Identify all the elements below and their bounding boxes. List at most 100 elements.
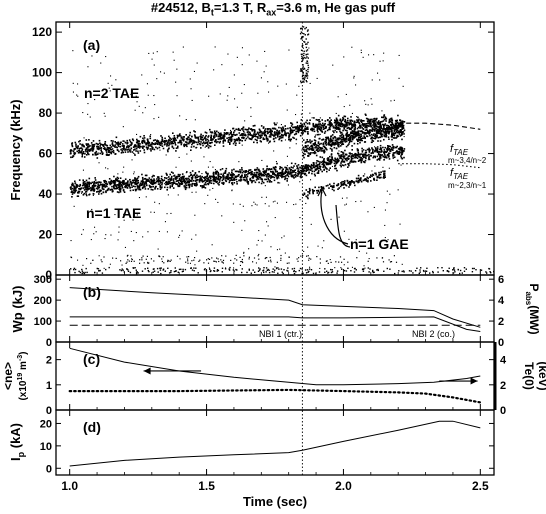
n1-tae-mark (214, 172, 217, 175)
n1-tae-mark (260, 172, 262, 174)
n1-tae-mark (357, 151, 360, 154)
n2-tae-mark (252, 125, 255, 127)
burst-mark (301, 27, 303, 29)
noise-mark (186, 153, 188, 155)
n1-tae-mark (187, 183, 190, 186)
n1-tae-mark (364, 159, 367, 162)
n2-tae-mark (336, 121, 339, 123)
n1-tae-mark (268, 173, 270, 176)
low-freq-mark (302, 255, 304, 257)
noise-mark (319, 117, 321, 119)
n1-tae-mark (171, 181, 173, 184)
n1-tae-mark (233, 174, 235, 176)
n1-tae-mark (120, 187, 122, 190)
n2-tae-mark (239, 129, 242, 132)
noise-mark (343, 230, 345, 232)
n2-tae-mark (335, 123, 338, 126)
n1-tae-mark (226, 177, 228, 180)
n2-tae-mark (366, 124, 368, 127)
burst-mark (307, 64, 309, 67)
low-freq-mark (327, 272, 329, 274)
low-freq-mark (335, 261, 337, 263)
n1-tae-mark (275, 175, 277, 177)
n2-tae-mark (357, 116, 359, 119)
n1-tae-mark (352, 135, 355, 138)
low-freq-mark (336, 272, 338, 274)
n2-tae-mark (271, 130, 273, 132)
n1-gae-mark (362, 179, 365, 182)
n2-tae-mark (350, 119, 353, 122)
n1-tae-mark (124, 182, 127, 185)
noise-mark (239, 264, 241, 266)
n2-tae-mark (324, 127, 327, 129)
n1-tae-mark (266, 173, 269, 175)
n1-tae-mark (400, 156, 403, 159)
n1-tae-mark (333, 146, 336, 149)
n1-tae-mark (385, 156, 387, 158)
n1-gae-mark (336, 184, 338, 187)
n1-tae-mark (384, 151, 387, 153)
n2-tae-mark (151, 146, 153, 148)
n2-tae-mark (89, 145, 91, 147)
n2-tae-mark (99, 152, 101, 155)
n1-tae-mark (345, 134, 348, 136)
n1-tae-mark (396, 129, 399, 132)
burst-mark (306, 81, 308, 83)
n1-gae-mark (378, 174, 380, 177)
n2-tae-mark (304, 130, 307, 133)
n2-tae-mark (85, 139, 88, 141)
n1-tae-mark (127, 180, 129, 182)
n1-tae-mark (313, 173, 316, 176)
low-freq-mark (83, 272, 85, 275)
n1-gae-mark (384, 176, 386, 178)
low-freq-mark (326, 260, 328, 262)
n1-gae-mark (308, 191, 311, 194)
noise-mark (386, 190, 388, 192)
n2-tae-mark (123, 146, 125, 149)
noise-mark (233, 74, 235, 76)
noise-mark (285, 83, 287, 85)
n2-tae-mark (81, 153, 84, 156)
noise-mark (399, 223, 401, 225)
n1-tae-mark (305, 145, 308, 147)
noise-mark (275, 171, 277, 173)
n2-tae-mark (238, 129, 240, 131)
n1-tae-mark (96, 181, 99, 184)
n1-tae-mark (386, 127, 389, 129)
noise-mark (190, 160, 192, 162)
n1-tae-mark (177, 184, 179, 187)
n2-tae-mark (236, 139, 239, 142)
noise-mark (383, 52, 385, 54)
n1-tae-mark (299, 166, 301, 169)
n1-tae-mark (343, 137, 345, 140)
n1-tae-mark (194, 172, 197, 174)
n1-tae-mark (308, 148, 310, 151)
noise-mark (193, 70, 195, 72)
n1-tae-mark (298, 172, 300, 174)
low-freq-mark (121, 268, 123, 270)
noise-mark (338, 150, 340, 152)
noise-mark (236, 106, 238, 108)
n1-tae-mark (293, 177, 295, 179)
n1-tae-mark (340, 157, 343, 160)
n1-tae-mark (135, 189, 137, 191)
n1-tae-mark (372, 134, 375, 137)
n2-tae-mark (232, 133, 235, 136)
n2-tae-mark (74, 148, 76, 150)
noise-mark (104, 238, 106, 240)
noise-mark (305, 202, 307, 204)
low-freq-mark (185, 261, 187, 263)
n2-tae-mark (168, 139, 170, 142)
n1-tae-mark (370, 136, 373, 139)
n1-tae-mark (348, 152, 351, 154)
n1-tae-mark (229, 179, 231, 182)
noise-mark (366, 123, 368, 125)
n1-tae-mark (191, 176, 194, 178)
n1-tae-mark (380, 147, 382, 149)
n2-tae-mark (234, 144, 237, 146)
n1-tae-mark (117, 177, 119, 180)
low-freq-mark (420, 267, 422, 269)
low-freq-mark (246, 271, 248, 274)
n2-tae-mark (91, 147, 93, 150)
burst-mark (302, 64, 304, 66)
